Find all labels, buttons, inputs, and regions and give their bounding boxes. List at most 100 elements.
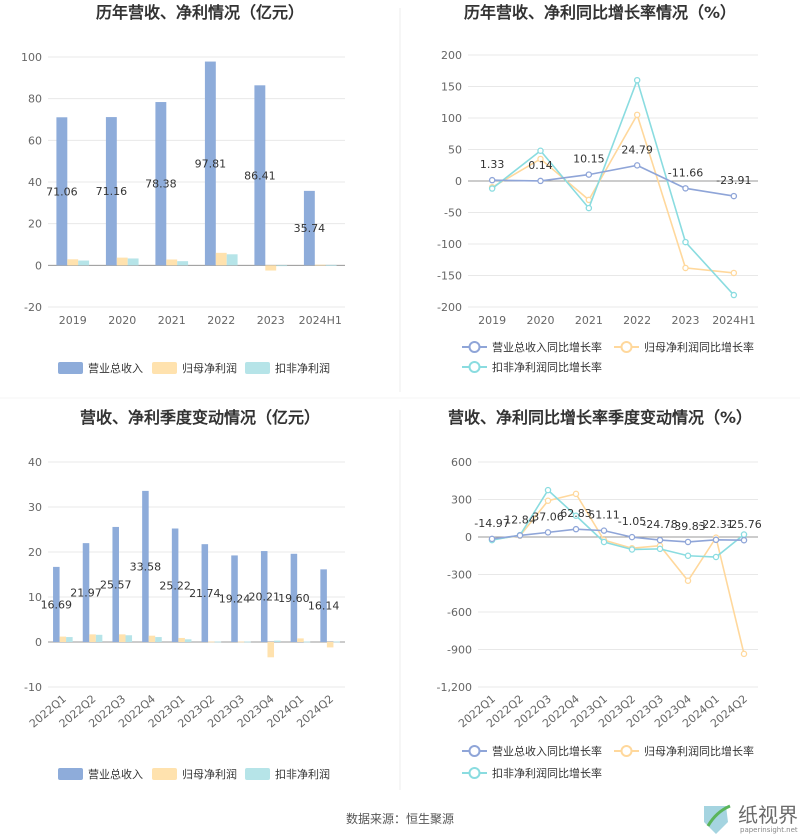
- y-tick-label: -1,200: [437, 681, 472, 694]
- legend-label: 归母净利润同比增长率: [644, 744, 754, 758]
- point-net-profit-growth: [730, 269, 738, 277]
- bar-net-profit: [265, 265, 277, 271]
- data-label: -1.05: [618, 515, 646, 528]
- y-tick-label: 40: [28, 456, 42, 469]
- point-revenue-growth: [628, 533, 636, 541]
- point-net-profit-growth: [537, 155, 544, 163]
- x-tick-label: 2024H1: [712, 314, 755, 327]
- point-revenue-growth: [656, 536, 664, 544]
- bar-revenue: [290, 553, 298, 642]
- y-tick-label: -200: [437, 301, 462, 314]
- legend: 营业总收入 归母净利润 扣非净利润: [58, 767, 330, 781]
- point-revenue-growth: [633, 162, 641, 169]
- line-net-profit-growth: [491, 492, 745, 655]
- x-tick-label: 2024H1: [299, 314, 342, 327]
- legend-label: 扣非净利润同比增长率: [492, 766, 602, 780]
- data-label: 71.06: [46, 185, 78, 198]
- point-deducted-growth: [600, 538, 608, 546]
- y-tick-label: 20: [28, 218, 42, 231]
- point-net-profit-growth: [633, 111, 641, 119]
- bar-net-profit: [118, 634, 126, 642]
- point-revenue-growth: [730, 192, 738, 200]
- y-tick-label: 300: [451, 494, 472, 507]
- point-revenue-growth: [712, 536, 720, 544]
- bar-net-profit: [215, 252, 227, 266]
- legend-item-net-profit: 归母净利润: [152, 767, 237, 781]
- y-tick-label: -50: [444, 207, 462, 220]
- point-deducted-growth: [684, 552, 692, 560]
- footer: 数据来源：恒生聚源 纸视界 paperinsight.net: [346, 803, 798, 834]
- data-label: -24.78: [642, 518, 677, 531]
- bar-revenue: [105, 117, 117, 266]
- legend-swatch-marker: [468, 361, 481, 373]
- data-label: 24.79: [621, 143, 653, 156]
- legend-label: 扣非净利润: [275, 767, 330, 781]
- bar-deducted-profit: [214, 641, 222, 643]
- bar-deducted-profit: [184, 639, 192, 642]
- data-label: 21.74: [189, 587, 221, 600]
- y-tick-label: -150: [437, 270, 462, 283]
- bar-deducted-profit: [125, 635, 133, 642]
- y-tick-label: -20: [24, 301, 42, 314]
- legend-swatch: [245, 768, 270, 780]
- data-label: 97.81: [195, 157, 227, 170]
- chart-quarterly_amount: 营收、净利季度变动情况（亿元）403020100-102022Q12022Q22…: [24, 408, 345, 781]
- data-label: 19.24: [219, 593, 251, 606]
- bar-deducted-profit: [244, 641, 251, 643]
- y-tick-label: 0: [455, 175, 462, 188]
- legend-item-revenue: 营业总收入: [58, 361, 143, 375]
- line-revenue-growth: [491, 528, 745, 543]
- bar-revenue: [201, 544, 209, 642]
- legend-item-net-profit: 归母净利润同比增长率: [614, 340, 754, 354]
- legend-item-net-profit: 归母净利润: [152, 361, 237, 375]
- legend-label: 归母净利润同比增长率: [644, 340, 754, 354]
- watermark-leaf-icon: [706, 804, 731, 827]
- y-tick-label: -600: [447, 606, 472, 619]
- line-net-profit-growth: [491, 112, 734, 274]
- bar-net-profit: [89, 634, 96, 642]
- y-tick-label: 100: [441, 112, 462, 125]
- bar-deducted-profit: [226, 254, 238, 266]
- bar-revenue: [204, 61, 216, 266]
- legend-swatch: [152, 768, 177, 780]
- point-revenue-growth: [682, 185, 689, 192]
- chart-quarterly_growth: 营收、净利同比增长率季度变动情况（%） 600 300 0 -300 -600 -900 -1…: [437, 408, 762, 780]
- legend-label: 营业总收入同比增长率: [492, 744, 602, 758]
- legend-swatch: [58, 362, 83, 374]
- point-revenue-growth: [544, 529, 552, 536]
- data-label: 16.69: [41, 598, 73, 611]
- chart-title: 营收、净利同比增长率季度变动情况（%）: [448, 408, 752, 427]
- bar-revenue: [171, 528, 179, 642]
- legend-item-deducted-profit: 扣非净利润同比增长率: [462, 766, 602, 780]
- point-revenue-growth: [600, 527, 608, 534]
- legend-label: 扣非净利润: [275, 361, 330, 375]
- y-tick-label: -900: [447, 644, 472, 657]
- data-label: 10.15: [573, 153, 605, 166]
- bar-revenue: [112, 526, 119, 642]
- data-label: -39.83: [670, 520, 705, 533]
- x-tick-label: 2020: [527, 314, 555, 327]
- watermark-shield-icon: [704, 806, 728, 834]
- y-tick-label: 60: [28, 134, 42, 147]
- data-label: 20.21: [248, 591, 280, 604]
- legend-item-net-profit: 归母净利润同比增长率: [614, 744, 754, 758]
- legend-item-revenue: 营业总收入同比增长率: [462, 340, 602, 354]
- data-label: 33.58: [130, 560, 162, 573]
- y-tick-label: 30: [28, 501, 42, 514]
- point-net-profit-growth: [682, 264, 689, 272]
- point-deducted-growth: [537, 147, 544, 155]
- chart-title: 营收、净利季度变动情况（亿元）: [80, 408, 320, 427]
- point-deducted-growth: [585, 204, 593, 212]
- point-deducted-growth: [544, 486, 552, 494]
- y-tick-label: 600: [451, 456, 472, 469]
- x-tick-label: 2019: [59, 314, 87, 327]
- data-label: 0.14: [528, 159, 553, 172]
- point-deducted-growth: [633, 76, 641, 84]
- legend-swatch-marker: [620, 745, 633, 757]
- data-label: -11.66: [668, 166, 703, 179]
- bar-deducted-profit: [276, 265, 288, 267]
- data-label: 12.84: [504, 513, 536, 526]
- watermark-logo: 纸视界 paperinsight.net: [704, 803, 798, 834]
- point-revenue-growth: [572, 525, 580, 533]
- data-label: -14.97: [474, 517, 509, 530]
